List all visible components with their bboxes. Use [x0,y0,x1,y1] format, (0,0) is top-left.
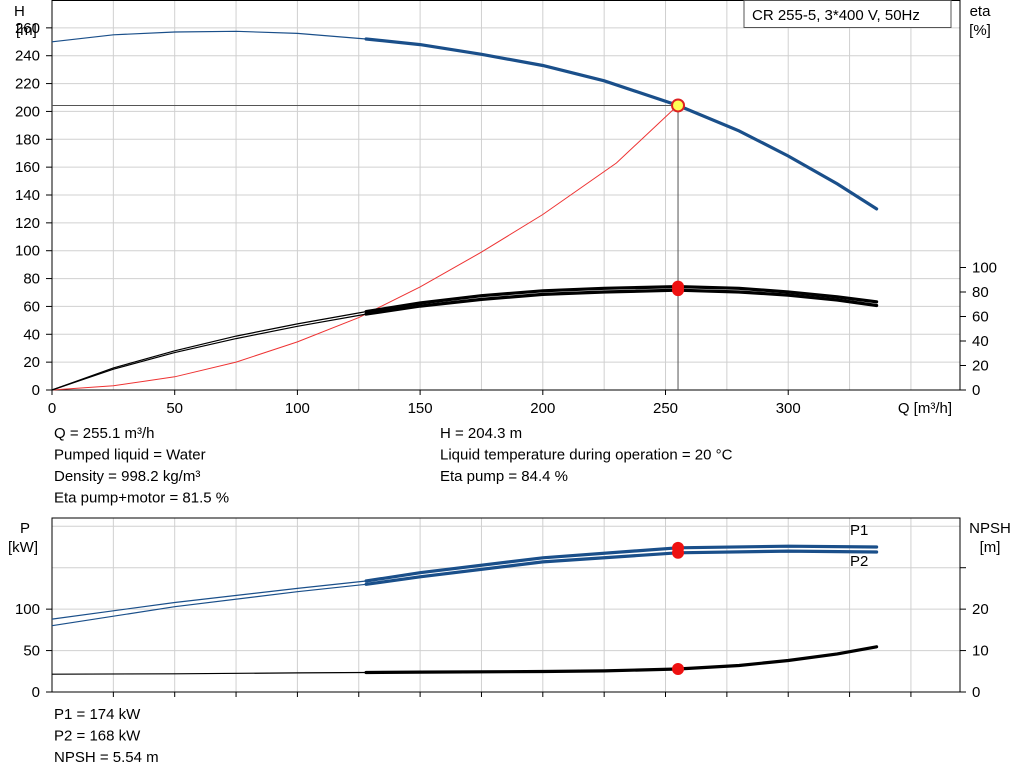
duty-point-eta-pump-motor [672,284,685,297]
y-tick-label: 180 [15,131,40,148]
y2-tick-label: 40 [972,333,989,350]
y-tick-label: 140 [15,187,40,204]
y2-tick-label: 20 [972,358,989,375]
info-bottom-0: P1 = 174 kW [54,706,141,723]
y-tick-label: 100 [15,243,40,260]
y2-tick-label: 80 [972,284,989,301]
y-tick-label: 80 [23,271,40,288]
info-bottom-2: NPSH = 5.54 m [54,749,159,766]
eta-pump-curve-part-load [51,311,367,391]
plot2-frame [51,517,961,693]
y2-axis-label: eta [970,3,992,20]
y2-axis-label: NPSH [969,520,1011,537]
p2-curve-part-load [51,583,367,627]
x-tick-label: 0 [48,400,56,417]
duty-point-head [671,98,686,113]
duty-point-p2 [672,546,685,559]
y2-tick-label: 100 [972,260,997,277]
y2-tick-label: 0 [972,382,980,399]
p2-series-label: P2 [850,553,868,570]
p1-curve [364,544,879,583]
head-curve-part-load [51,30,367,43]
system-curve [51,105,679,391]
y-tick-label: 100 [15,601,40,618]
y-axis-label: H [14,3,25,20]
y2-axis-unit: [%] [969,22,991,39]
info-left-1: Pumped liquid = Water [54,447,206,464]
x-axis-label: Q [m³/h] [898,400,952,417]
y2-axis-unit: [m] [980,539,1001,556]
x-tick-label: 200 [530,400,555,417]
y-tick-label: 200 [15,103,40,120]
eta-pump-curve [364,284,879,314]
y-tick-label: 0 [32,382,40,399]
y-axis-unit: [kW] [8,539,38,556]
y-tick-label: 20 [23,354,40,371]
p1-curve-part-load [51,580,367,620]
info-right-2: Eta pump = 84.4 % [440,468,568,485]
head-curve [364,37,879,211]
x-tick-label: 150 [408,400,433,417]
p2-curve [364,549,879,586]
info-right-0: H = 204.3 m [440,425,522,442]
y2-tick-label: 10 [972,643,989,660]
y-tick-label: 40 [23,326,40,343]
npsh-curve-part-load [51,671,367,675]
plot-head-efficiency [46,0,966,395]
info-bottom-1: P2 = 168 kW [54,728,141,745]
y-tick-label: 60 [23,298,40,315]
y2-tick-label: 0 [972,684,980,701]
eta-pump-motor-curve-part-load [51,313,367,391]
x-tick-label: 250 [653,400,678,417]
info-left-2: Density = 998.2 kg/m³ [54,468,200,485]
y-axis-label: P [20,520,30,537]
info-left-0: Q = 255.1 m³/h [54,425,154,442]
y-axis-unit: [m] [16,22,37,39]
info-left-3: Eta pump+motor = 81.5 % [54,490,229,507]
y-tick-label: 260 [15,20,40,37]
y-tick-label: 220 [15,76,40,93]
y-tick-label: 120 [15,215,40,232]
title-box [743,0,952,28]
y2-tick-label: 60 [972,309,989,326]
y-tick-label: 160 [15,159,40,176]
plot-power-npsh [46,517,966,697]
x-tick-label: 100 [285,400,310,417]
y2-tick-label: 20 [972,601,989,618]
y-tick-label: 240 [15,48,40,65]
chart-title: CR 255-5, 3*400 V, 50Hz [752,7,920,24]
y-tick-label: 50 [23,643,40,660]
duty-point-npsh [672,663,685,676]
x-tick-label: 50 [166,400,183,417]
p1-series-label: P1 [850,522,868,539]
info-right-1: Liquid temperature during operation = 20… [440,447,733,464]
y-tick-label: 0 [32,684,40,701]
x-tick-label: 300 [776,400,801,417]
eta-pump-motor-curve [364,288,879,316]
